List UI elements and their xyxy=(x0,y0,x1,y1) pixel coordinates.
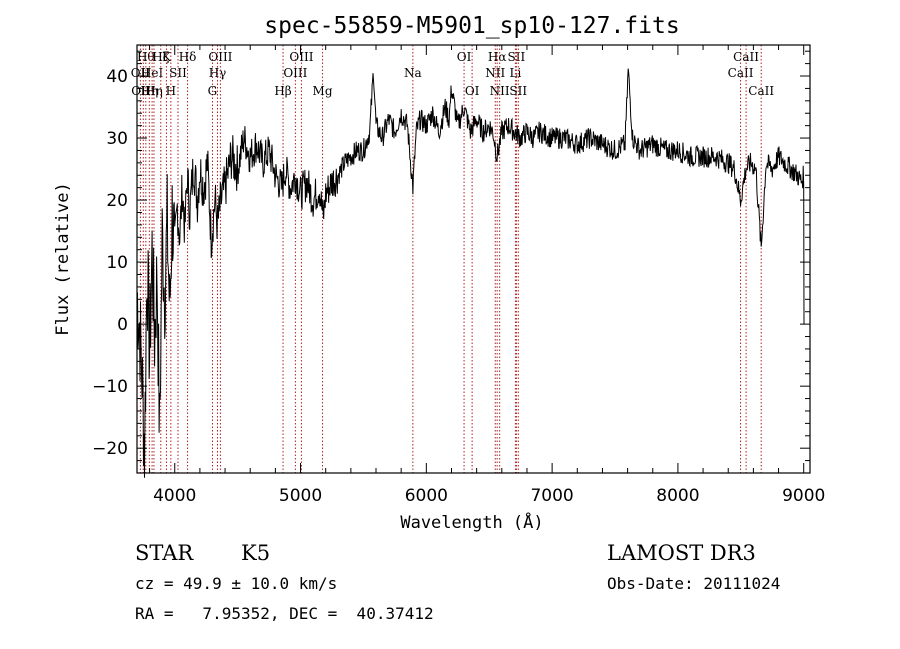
x-tick-label: 6000 xyxy=(405,486,448,506)
object-type: STAR xyxy=(135,541,194,565)
line-label-9: SII xyxy=(169,66,187,80)
y-tick-label: −10 xyxy=(92,377,128,397)
spectrum-line-0 xyxy=(136,68,805,478)
redshift-text: cz = 49.9 ± 10.0 km/s xyxy=(135,574,337,593)
line-label-24: Li xyxy=(509,66,521,80)
line-label-2: Hθ xyxy=(137,50,155,64)
line-label-17: Mg xyxy=(313,84,333,98)
spectrum-layer xyxy=(136,68,805,478)
line-label-27: CaII xyxy=(728,66,754,80)
y-tick-label: 30 xyxy=(106,129,128,149)
x-tick-label: 4000 xyxy=(153,486,196,506)
x-axis-ticks: 4000 5000 6000 7000 8000 9000 xyxy=(149,45,825,506)
line-label-28: CaII xyxy=(733,50,759,64)
y-tick-label: 20 xyxy=(106,191,128,211)
line-label-23: NII xyxy=(490,84,510,98)
y-axis-label: Flux (relative) xyxy=(53,182,73,336)
x-axis-label: Wavelength (Å) xyxy=(400,511,543,533)
y-tick-label: 10 xyxy=(106,253,128,273)
chart-title: spec-55859-M5901_sp10-127.fits xyxy=(264,13,679,39)
line-label-8: H xyxy=(166,84,176,98)
line-label-18: Na xyxy=(404,66,422,80)
line-label-15: OIII xyxy=(283,66,307,80)
line-label-7: K xyxy=(162,50,172,64)
line-label-13: OIII xyxy=(208,50,232,64)
x-tick-label: 5000 xyxy=(279,486,322,506)
x-tick-label: 9000 xyxy=(782,486,825,506)
line-label-6: Hζ xyxy=(152,50,169,64)
line-label-21: NII xyxy=(485,66,505,80)
line-label-4: HeI xyxy=(141,66,164,80)
line-label-11: G xyxy=(208,84,218,98)
y-tick-label: −20 xyxy=(92,439,128,459)
obs-date-text: Obs-Date: 20111024 xyxy=(607,574,780,593)
line-label-12: Hγ xyxy=(209,66,227,80)
plot-frame xyxy=(136,44,811,474)
spectral-subclass: K5 xyxy=(241,541,270,565)
x-tick-label: 7000 xyxy=(530,486,573,506)
line-label-10: Hδ xyxy=(179,50,197,64)
y-tick-label: 0 xyxy=(117,315,128,335)
y-tick-label: 40 xyxy=(106,67,128,87)
x-tick-label: 8000 xyxy=(656,486,699,506)
line-label-22: Hα xyxy=(488,50,507,64)
line-label-14: Hβ xyxy=(274,84,291,98)
coordinates-text: RA = 7.95352, DEC = 40.37412 xyxy=(135,604,434,623)
y-axis-ticks: −20 −10 0 10 20 30 40 xyxy=(92,50,810,462)
line-label-25: SII xyxy=(508,50,526,64)
line-label-19: OI xyxy=(457,50,472,64)
spectral-line-markers: OIIOIIIHθHηHeIHηHζKHSIIHδGHγOIIIHβOIIIOI… xyxy=(131,45,774,473)
line-label-20: OI xyxy=(465,84,480,98)
line-label-26: SII xyxy=(509,84,527,98)
line-label-16: OIII xyxy=(289,50,313,64)
line-label-5: Hη xyxy=(145,84,163,98)
survey-label: LAMOST DR3 xyxy=(607,541,756,565)
line-label-29: CaII xyxy=(748,84,774,98)
